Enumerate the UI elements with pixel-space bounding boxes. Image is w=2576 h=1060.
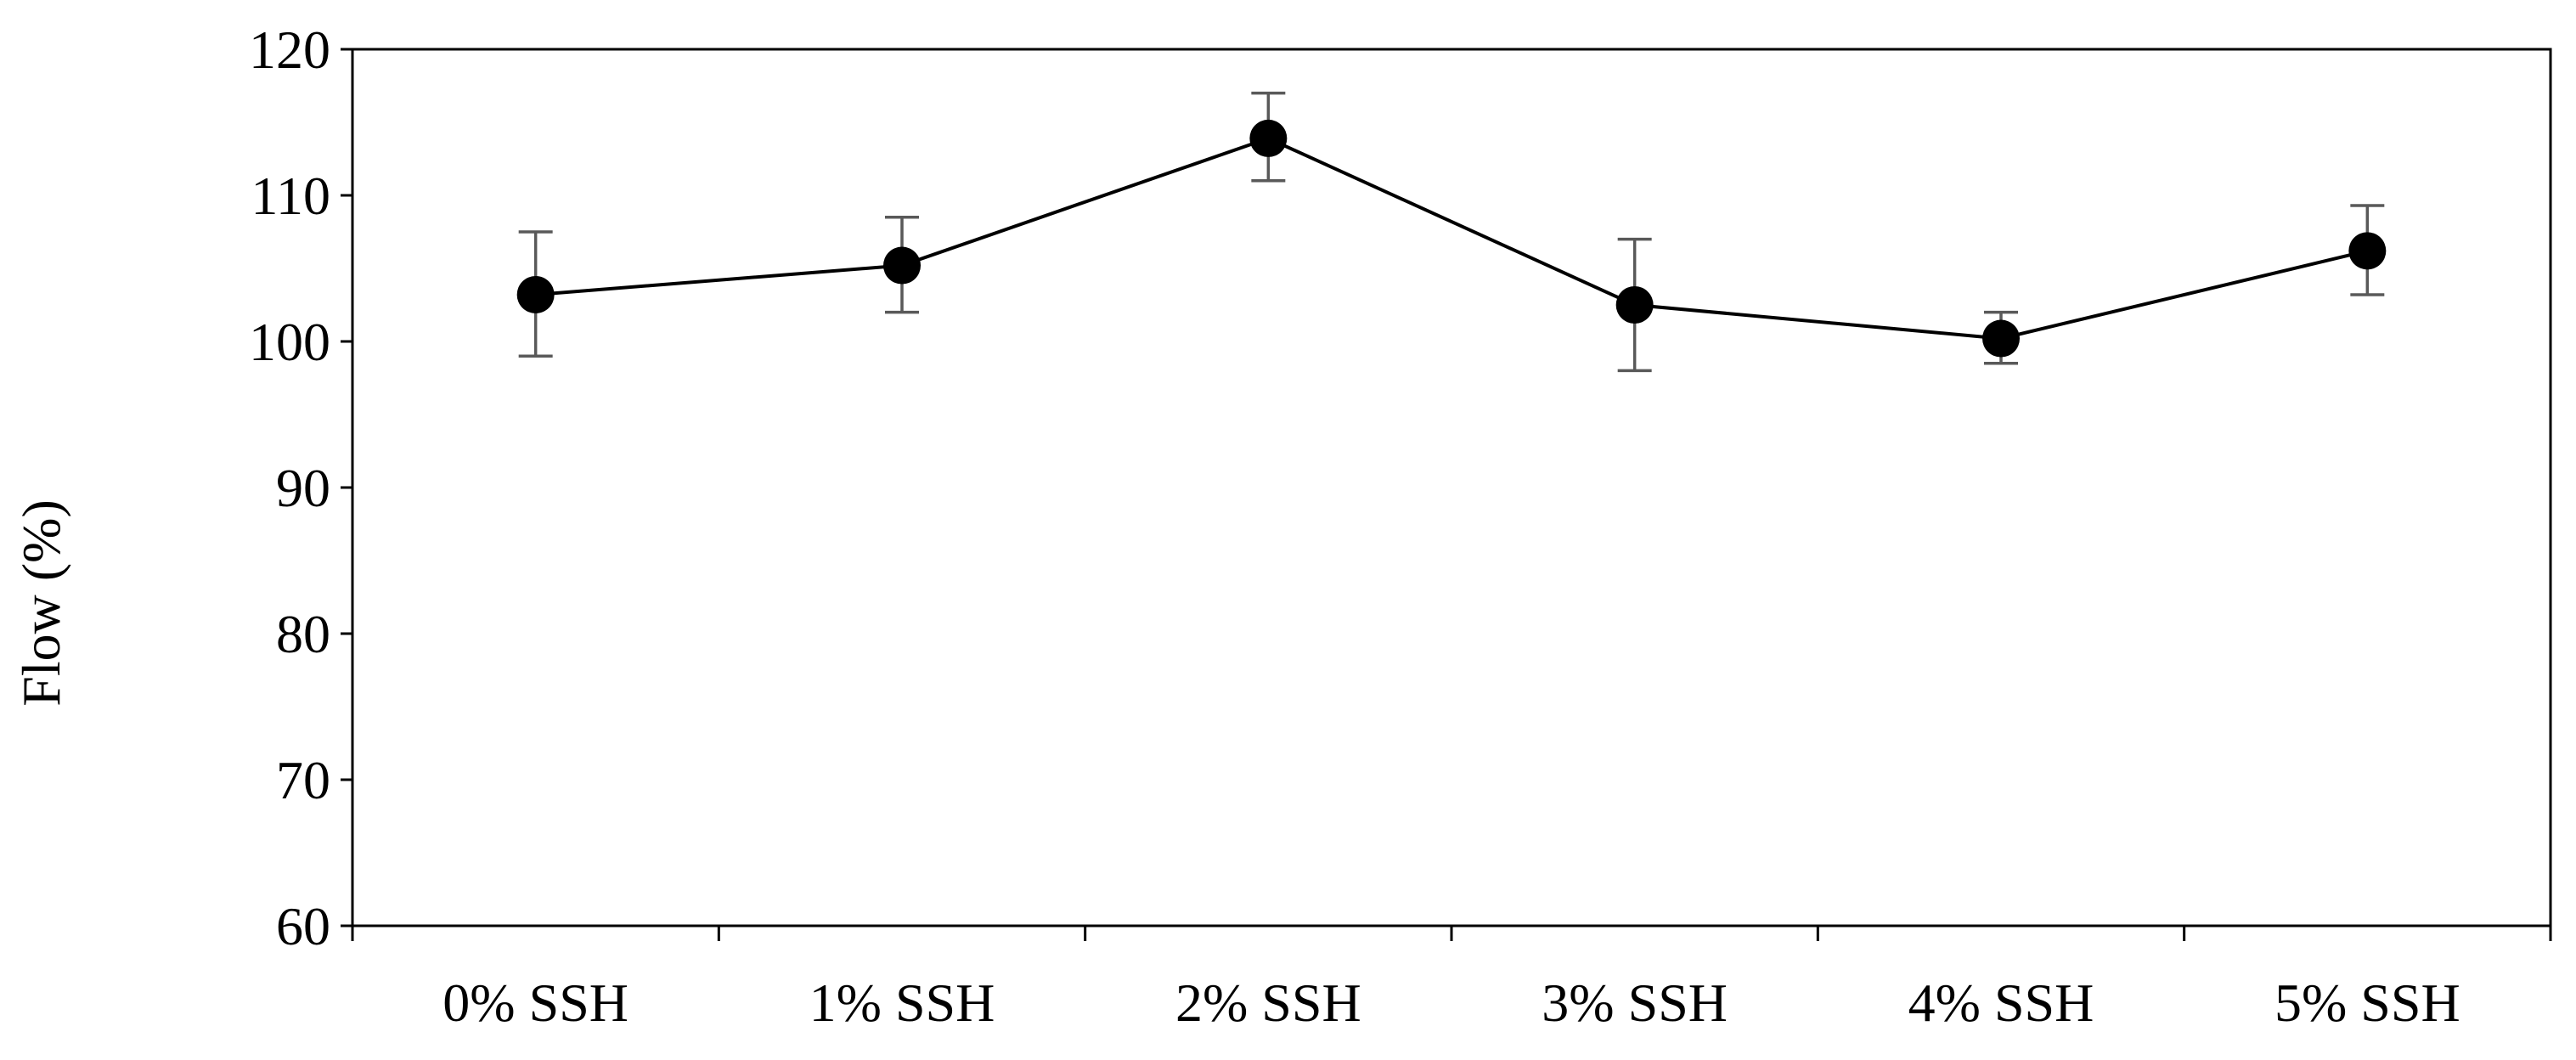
data-point	[1982, 319, 2020, 358]
data-point	[883, 246, 921, 285]
x-tick-label: 3% SSH	[1542, 973, 1728, 1033]
y-tick-label: 120	[249, 20, 330, 80]
y-tick-label: 60	[276, 896, 330, 956]
series-line	[535, 136, 2368, 341]
data-series	[516, 91, 2387, 373]
x-tick-label: 1% SSH	[809, 973, 995, 1033]
y-tick-label: 70	[276, 750, 330, 810]
y-axis: 60 70 80 90 100 110 120	[249, 20, 352, 956]
y-tick-label: 90	[276, 458, 330, 518]
x-tick-label: 4% SSH	[1908, 973, 2094, 1033]
data-point	[516, 275, 555, 313]
plot-area	[351, 48, 2552, 928]
plot-border	[351, 48, 2552, 928]
data-point	[2348, 232, 2387, 270]
x-tick-label: 2% SSH	[1175, 973, 1361, 1033]
x-tick-label: 5% SSH	[2274, 973, 2460, 1033]
x-tick-label: 0% SSH	[442, 973, 628, 1033]
y-tick-label: 80	[276, 604, 330, 664]
data-point	[1249, 119, 1288, 157]
y-tick-label: 100	[249, 312, 330, 372]
y-tick-label: 110	[251, 166, 330, 226]
x-axis: 0% SSH 1% SSH 2% SSH 3% SSH 4% SSH 5% SSH	[351, 926, 2552, 1033]
y-axis-title: Flow (%)	[11, 499, 71, 707]
data-point	[1615, 286, 1654, 324]
